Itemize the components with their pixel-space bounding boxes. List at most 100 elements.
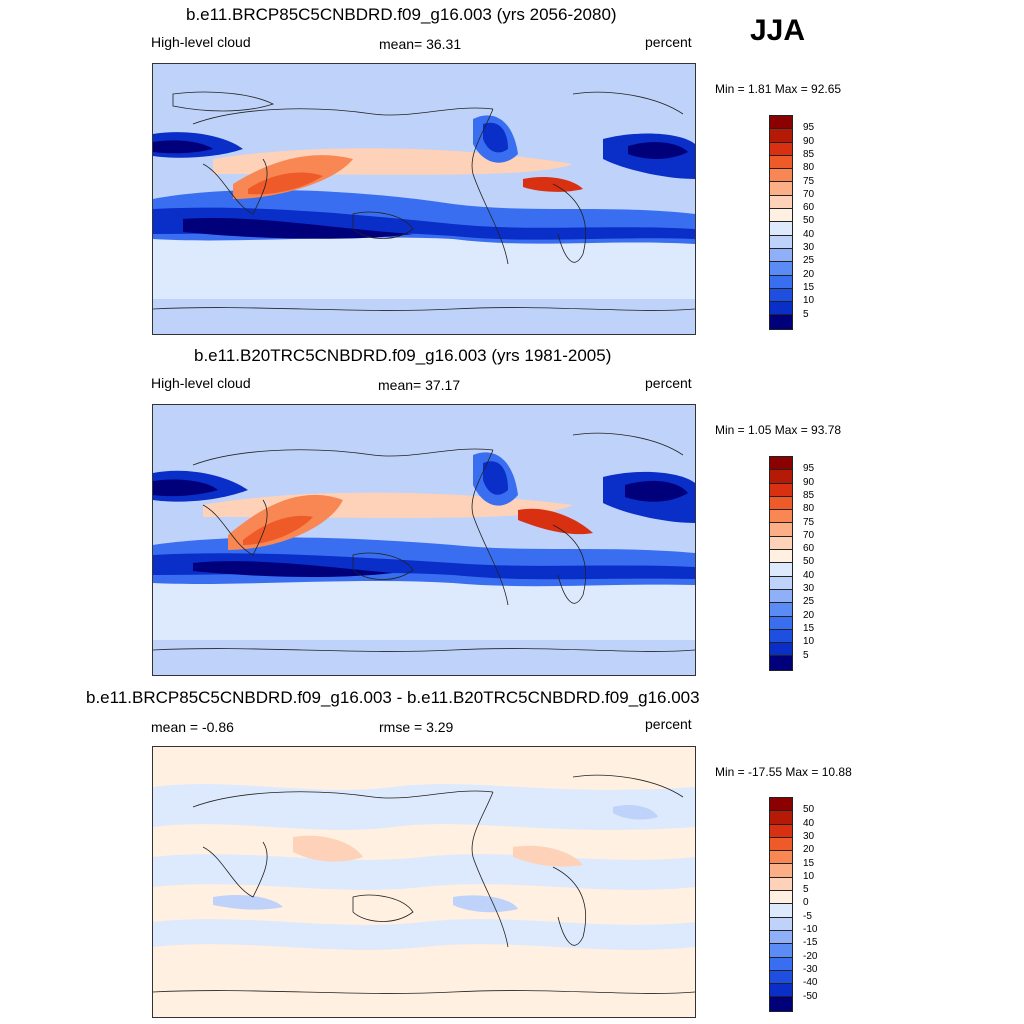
colorbar-level-label: 95: [803, 463, 815, 475]
colorbar-level-label: 70: [803, 529, 815, 541]
panel1-map: [152, 63, 696, 335]
panel3-mean-label: mean = -0.86: [151, 719, 234, 735]
colorbar-swatch: [770, 944, 792, 958]
colorbar-level-label: 25: [803, 255, 815, 267]
panel1-variable-label: High-level cloud: [151, 34, 251, 50]
colorbar-level-label: 10: [803, 295, 815, 307]
colorbar-swatch: [770, 302, 792, 316]
colorbar-swatch: [770, 629, 792, 644]
panel2-mean-label: mean= 37.17: [378, 377, 461, 393]
panel1-units-label: percent: [645, 34, 692, 50]
panel3-colorbar: [769, 797, 793, 1012]
colorbar-swatch: [770, 798, 792, 812]
colorbar-swatch: [770, 182, 792, 196]
colorbar-swatch: [770, 262, 792, 276]
colorbar-level-label: -15: [803, 937, 818, 949]
colorbar-level-label: 60: [803, 543, 815, 555]
colorbar-level-label: 85: [803, 489, 815, 501]
colorbar-swatch: [770, 656, 792, 670]
colorbar-swatch: [770, 275, 792, 289]
colorbar-level-label: 75: [803, 175, 815, 187]
colorbar-level-label: 90: [803, 135, 815, 147]
panel3-units-label: percent: [645, 716, 692, 732]
colorbar-level-label: 5: [803, 884, 809, 896]
colorbar-swatch: [770, 155, 792, 170]
colorbar-level-label: -30: [803, 963, 818, 975]
colorbar-level-label: 50: [803, 556, 815, 568]
colorbar-swatch: [770, 496, 792, 511]
colorbar-swatch: [770, 851, 792, 865]
colorbar-level-label: 80: [803, 503, 815, 515]
panel3-minmax: Min = -17.55 Max = 10.88: [715, 765, 852, 779]
panel1-colorbar: [769, 115, 793, 330]
panel2-minmax: Min = 1.05 Max = 93.78: [715, 423, 842, 437]
colorbar-swatch: [770, 457, 792, 471]
colorbar-level-label: 30: [803, 242, 815, 253]
colorbar-level-label: -10: [803, 924, 818, 935]
colorbar-swatch: [770, 510, 792, 524]
colorbar-swatch: [770, 997, 792, 1011]
colorbar-level-label: 0: [803, 897, 809, 909]
colorbar-swatch: [770, 315, 792, 329]
colorbar-swatch: [770, 824, 792, 838]
panel3-rmse-label: rmse = 3.29: [379, 719, 454, 735]
colorbar-swatch: [770, 195, 792, 210]
colorbar-level-label: 50: [803, 804, 815, 816]
panel1-mean-label: mean= 36.31: [379, 36, 462, 52]
colorbar-level-label: 15: [803, 622, 815, 634]
panel2-title: b.e11.B20TRC5CNBDRD.f09_g16.003 (yrs 198…: [194, 346, 612, 365]
colorbar-swatch: [770, 589, 792, 604]
colorbar-level-label: -40: [803, 977, 818, 989]
colorbar-swatch: [770, 116, 792, 130]
colorbar-swatch: [770, 576, 792, 590]
panel3-title: b.e11.BRCP85C5CNBDRD.f09_g16.003 - b.e11…: [86, 688, 700, 707]
colorbar-swatch: [770, 563, 792, 577]
colorbar-swatch: [770, 643, 792, 657]
colorbar-swatch: [770, 536, 792, 551]
colorbar-swatch: [770, 523, 792, 537]
colorbar-level-label: 60: [803, 202, 815, 214]
panel2-map: [152, 404, 696, 676]
colorbar-level-label: 40: [803, 569, 815, 581]
colorbar-level-label: 30: [803, 583, 815, 594]
colorbar-level-label: 5: [803, 308, 809, 320]
colorbar-level-label: 10: [803, 870, 815, 882]
colorbar-swatch: [770, 142, 792, 156]
colorbar-level-label: 15: [803, 281, 815, 293]
colorbar-level-label: 90: [803, 476, 815, 488]
colorbar-swatch: [770, 837, 792, 852]
colorbar-level-label: 25: [803, 596, 815, 608]
colorbar-swatch: [770, 864, 792, 878]
colorbar-level-label: -5: [803, 910, 812, 922]
colorbar-level-label: 80: [803, 162, 815, 174]
colorbar-swatch: [770, 984, 792, 998]
colorbar-level-label: 95: [803, 122, 815, 134]
panel1-minmax: Min = 1.81 Max = 92.65: [715, 82, 842, 96]
colorbar-swatch: [770, 970, 792, 985]
colorbar-swatch: [770, 288, 792, 303]
colorbar-level-label: 20: [803, 609, 815, 621]
colorbar-level-label: 15: [803, 857, 815, 869]
colorbar-swatch: [770, 235, 792, 249]
colorbar-level-label: 10: [803, 636, 815, 648]
colorbar-swatch: [770, 877, 792, 892]
panel2-variable-label: High-level cloud: [151, 375, 251, 391]
panel2-units-label: percent: [645, 375, 692, 391]
colorbar-level-label: -50: [803, 990, 818, 1002]
colorbar-swatch: [770, 930, 792, 945]
panel2-colorbar: [769, 456, 793, 671]
colorbar-swatch: [770, 603, 792, 617]
colorbar-swatch: [770, 222, 792, 236]
colorbar-swatch: [770, 248, 792, 263]
colorbar-level-label: 50: [803, 215, 815, 227]
colorbar-level-label: 40: [803, 817, 815, 829]
colorbar-level-label: 20: [803, 844, 815, 856]
panel3-map: [152, 746, 696, 1018]
colorbar-level-label: 20: [803, 268, 815, 280]
colorbar-level-label: 70: [803, 188, 815, 200]
colorbar-swatch: [770, 904, 792, 918]
colorbar-swatch: [770, 483, 792, 497]
colorbar-swatch: [770, 129, 792, 143]
colorbar-swatch: [770, 811, 792, 825]
colorbar-level-label: 30: [803, 830, 815, 842]
